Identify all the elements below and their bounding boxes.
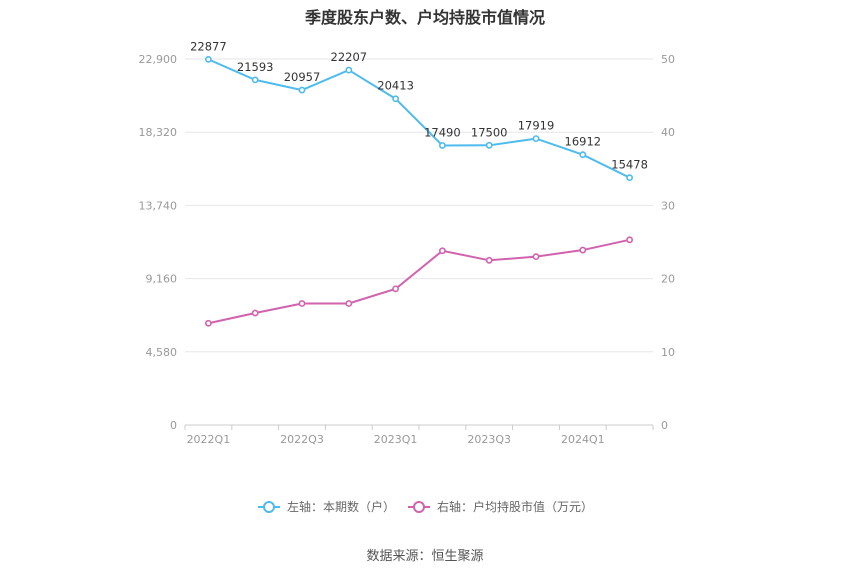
right-axis-tick-label: 50 xyxy=(661,53,675,66)
right-axis-tick-label: 40 xyxy=(661,126,675,139)
right-axis-tick-label: 30 xyxy=(661,199,675,212)
right-axis-tick-label: 20 xyxy=(661,273,675,286)
left-axis-tick-label: 18,320 xyxy=(139,126,178,139)
series-2-point xyxy=(392,285,399,293)
data-labels: 22877 21593 20957 22207 20413 17490 17500 17919… xyxy=(190,39,648,171)
series-2-point xyxy=(579,246,587,254)
legend-marker xyxy=(263,501,275,513)
right-axis-tick-label: 0 xyxy=(661,419,668,432)
legend-label: 右轴：户均持股市值（万元） xyxy=(437,499,593,514)
series-layer xyxy=(204,55,633,327)
left-axis-tick-label: 22,900 xyxy=(139,53,178,66)
chart-title: 季度股东户数、户均持股市值情况 xyxy=(304,8,545,27)
series-1-point xyxy=(298,86,306,94)
data-source: 数据来源：恒生聚源 xyxy=(366,549,484,564)
series-1-point xyxy=(392,95,399,103)
series-1-point xyxy=(626,174,633,182)
series-2-point xyxy=(485,256,493,264)
data-label: 17919 xyxy=(518,119,555,133)
right-axis-tick-label: 10 xyxy=(661,346,675,359)
series-1-point xyxy=(532,135,540,143)
left-axis-tick-label: 0 xyxy=(170,419,177,432)
data-label: 15478 xyxy=(611,158,648,172)
legend-item-1[interactable]: 左轴：本期数（户） xyxy=(258,499,395,514)
series-line-1 xyxy=(207,58,631,179)
series-1-point xyxy=(345,66,353,74)
legend-label: 左轴：本期数（户） xyxy=(287,499,395,514)
series-1-point xyxy=(251,76,259,84)
series-1-point xyxy=(485,141,493,149)
series-1-point xyxy=(579,151,587,159)
series-2-point xyxy=(345,300,353,307)
gridlines xyxy=(185,58,653,426)
series-line-2 xyxy=(208,238,630,325)
left-axis-tick-label: 13,740 xyxy=(139,199,178,212)
x-axis-tick-label: 2022Q3 xyxy=(280,433,324,446)
legend-item-2[interactable]: 右轴：户均持股市值（万元） xyxy=(408,499,593,514)
series-2-point xyxy=(438,247,446,255)
left-axis-tick-label: 9,160 xyxy=(146,273,178,286)
data-label: 16912 xyxy=(565,135,602,149)
data-label: 17500 xyxy=(471,125,508,139)
series-2-point xyxy=(626,236,633,244)
data-label: 22877 xyxy=(190,39,227,53)
data-label: 21593 xyxy=(237,60,274,74)
legend-marker xyxy=(413,501,425,513)
data-label: 22207 xyxy=(331,50,368,64)
data-label: 20413 xyxy=(377,79,414,93)
x-axis-tick-label: 2023Q1 xyxy=(374,433,418,446)
series-2-point xyxy=(532,253,540,261)
legend[interactable]: 左轴：本期数（户） 右轴：户均持股市值（万元） xyxy=(258,499,593,514)
x-axis-tick-label: 2022Q1 xyxy=(187,433,231,446)
x-axis-tick-label: 2023Q3 xyxy=(467,433,511,446)
series-1-point xyxy=(438,142,446,149)
x-axis-tick-label: 2024Q1 xyxy=(561,433,605,446)
data-label: 17490 xyxy=(424,125,461,139)
data-label: 20957 xyxy=(284,70,321,84)
series-1-point xyxy=(204,55,212,63)
series-2-point xyxy=(204,319,212,327)
series-2-point xyxy=(251,309,259,317)
series-2-point xyxy=(298,300,306,307)
left-axis-tick-label: 4,580 xyxy=(146,346,178,359)
axes: 0 0 4,580 10 9,160 20 13,740 30 18,320 40 22,900 50… xyxy=(139,53,676,446)
